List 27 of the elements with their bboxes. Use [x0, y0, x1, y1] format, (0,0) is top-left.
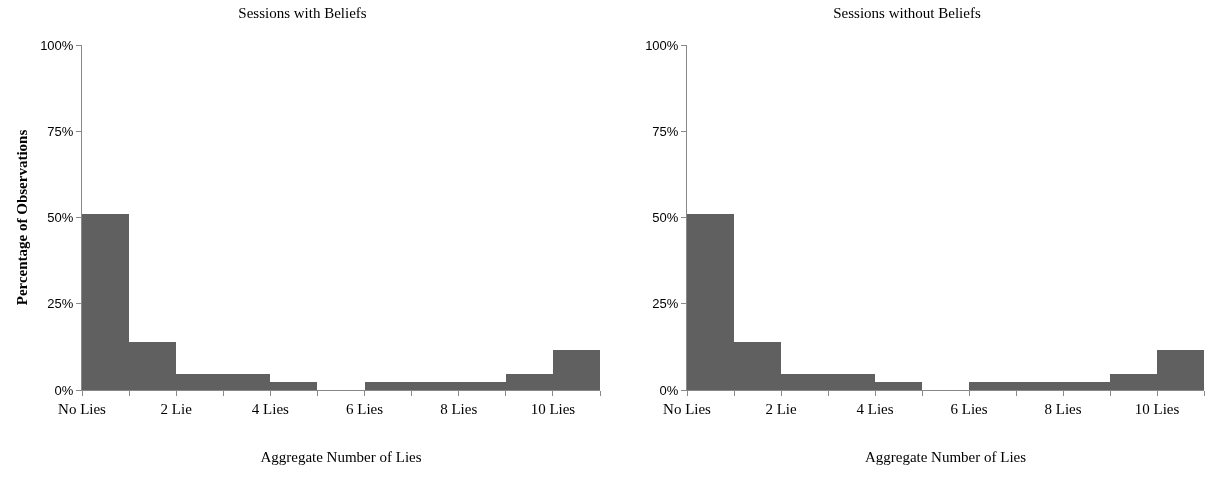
chart-title: Sessions with Beliefs	[238, 4, 367, 21]
chart-title: Sessions without Beliefs	[833, 4, 981, 21]
x-axis-title: Aggregate Number of Lies	[864, 449, 1027, 465]
x-tick-label: 6 Lies	[346, 401, 384, 417]
x-tick-label: 2 Lie	[765, 401, 797, 417]
x-tick-label: 10 Lies	[1134, 401, 1180, 417]
x-axis-title: Aggregate Number of Lies	[260, 449, 422, 465]
y-tick-label: 0%	[54, 382, 74, 398]
y-tick-label: 75%	[47, 123, 74, 139]
x-tick-label: 4 Lies	[251, 401, 290, 417]
x-tick-label: 2 Lie	[160, 401, 193, 417]
x-tick-label: 6 Lies	[950, 401, 988, 417]
x-tick-label: 10 Lies	[530, 401, 576, 417]
y-tick-label: 50%	[47, 210, 74, 226]
y-axis-title: Percentage of Observations	[14, 129, 31, 306]
y-tick-label: 0%	[659, 382, 679, 398]
y-tick-label: 25%	[47, 296, 74, 312]
y-tick-label: 100%	[40, 37, 74, 53]
y-tick-label: 100%	[645, 37, 679, 53]
y-tick-label: 75%	[652, 123, 679, 139]
x-tick-label: No Lies	[663, 401, 712, 417]
x-tick-label: 8 Lies	[1044, 401, 1082, 417]
y-tick-label: 25%	[652, 296, 679, 312]
y-tick-label: 50%	[652, 210, 679, 226]
x-tick-label: 4 Lies	[856, 401, 894, 417]
x-tick-label: 8 Lies	[440, 401, 478, 417]
x-tick-label: No Lies	[58, 401, 107, 417]
